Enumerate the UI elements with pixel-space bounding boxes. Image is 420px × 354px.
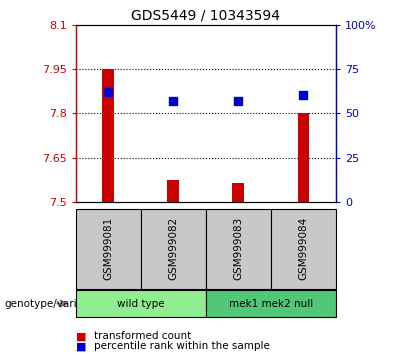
Text: wild type: wild type (117, 298, 165, 309)
Bar (168, 180, 179, 202)
Bar (298, 113, 309, 202)
Bar (102, 69, 114, 202)
Text: GSM999082: GSM999082 (168, 217, 178, 280)
Text: GSM999084: GSM999084 (299, 217, 308, 280)
Text: GSM999083: GSM999083 (234, 217, 243, 280)
Text: ■: ■ (76, 331, 86, 341)
Text: transformed count: transformed count (94, 331, 192, 341)
Title: GDS5449 / 10343594: GDS5449 / 10343594 (131, 8, 280, 22)
Bar (233, 183, 244, 202)
Text: GSM999081: GSM999081 (103, 217, 113, 280)
Text: ■: ■ (76, 341, 86, 351)
Text: percentile rank within the sample: percentile rank within the sample (94, 341, 270, 351)
Text: mek1 mek2 null: mek1 mek2 null (229, 298, 313, 309)
Text: genotype/variation: genotype/variation (4, 298, 103, 309)
